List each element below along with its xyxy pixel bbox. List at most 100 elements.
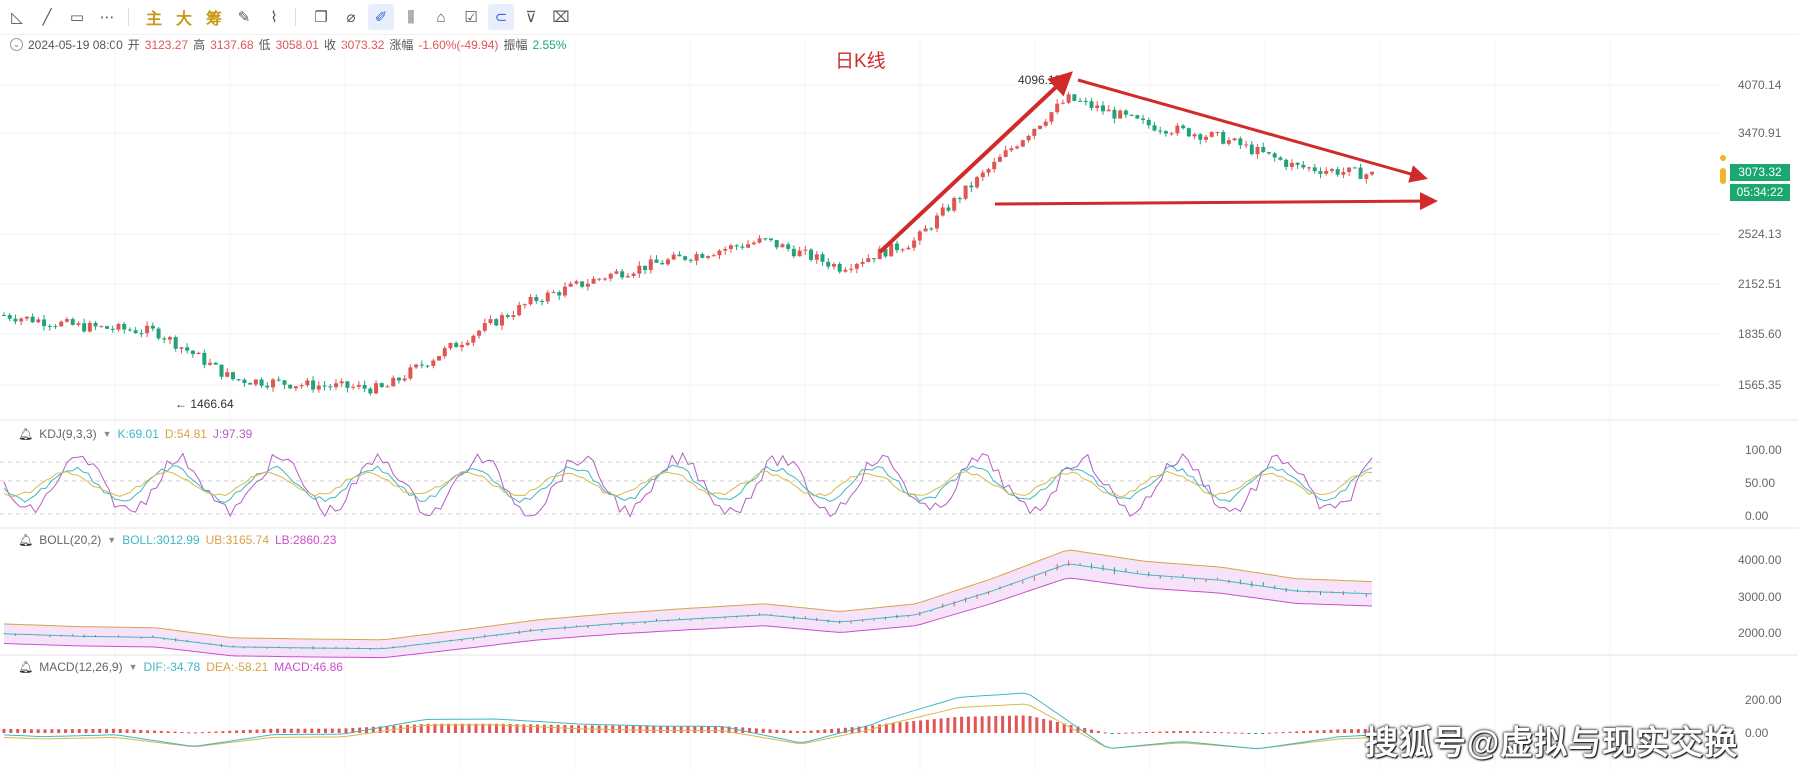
ruler-icon[interactable]: ⌀ — [346, 9, 356, 26]
candle-body — [963, 185, 968, 199]
candle-body — [574, 281, 579, 284]
candle-body — [1152, 125, 1157, 131]
brush-icon[interactable]: ⌇ — [270, 9, 278, 26]
lock-icon[interactable]: ⌂ — [436, 8, 446, 26]
macd-histogram-bar — [1206, 731, 1210, 733]
candle-body — [248, 383, 253, 385]
bell-icon[interactable]: 🔔︎ — [18, 427, 34, 441]
candle-body — [339, 381, 344, 384]
candle-body — [87, 322, 92, 332]
bell-icon[interactable]: 🔔︎ — [18, 660, 34, 674]
macd-histogram-bar — [1110, 733, 1114, 734]
candle-body — [1318, 171, 1323, 174]
candle-body — [53, 326, 58, 328]
candle-body — [1329, 169, 1334, 171]
macd-histogram-bar — [1083, 728, 1087, 733]
candle-body — [1181, 125, 1186, 129]
macd-histogram-bar — [207, 731, 211, 733]
draw-pen-icon[interactable]: ✐ — [368, 4, 394, 30]
macd-histogram-bar — [843, 727, 847, 733]
candle-body — [694, 254, 699, 261]
macd-histogram-bar — [214, 731, 218, 733]
candle-body — [1106, 109, 1111, 112]
rectangle-tool-icon[interactable]: ▭ — [69, 9, 85, 26]
uptrend-arrow — [878, 71, 1073, 254]
candle-body — [1324, 170, 1329, 174]
close-label: 收 — [323, 38, 336, 52]
candle-body — [517, 305, 522, 316]
candle-body — [1249, 144, 1254, 155]
macd-histogram-bar — [898, 722, 902, 733]
big-order-button[interactable]: 大 — [175, 11, 192, 28]
macd-histogram-bar — [645, 725, 649, 733]
main-force-button[interactable]: 主 — [145, 11, 162, 28]
macd-name: MACD(12,26,9) — [39, 660, 123, 674]
macd-histogram-bar — [105, 728, 109, 733]
collapse-icon[interactable]: ⌄ — [10, 38, 23, 51]
toolbar-divider — [128, 8, 129, 26]
amplitude-label: 振幅 — [503, 38, 528, 52]
macd-histogram-bar — [371, 726, 375, 733]
macd-histogram-bar — [1322, 730, 1326, 733]
chips-button[interactable]: 筹 — [205, 11, 222, 28]
price-axis-label: 2152.51 — [1738, 277, 1782, 291]
kdj-dropdown-icon[interactable]: ▼ — [102, 429, 112, 439]
filter-icon[interactable]: ⊽ — [525, 9, 537, 26]
macd-histogram-bar — [98, 728, 102, 733]
candle-body — [448, 343, 453, 349]
candle-body — [1066, 94, 1071, 103]
candle-body — [1370, 171, 1374, 175]
macd-dropdown-icon[interactable]: ▼ — [128, 662, 138, 672]
candle-body — [276, 379, 281, 381]
candle-body — [654, 259, 659, 263]
macd-histogram-bar — [16, 729, 20, 733]
boll-mid: BOLL:3012.99 — [122, 533, 200, 547]
edit-icon[interactable]: ✎ — [237, 9, 251, 26]
trash-icon[interactable]: ⌧ — [552, 9, 570, 26]
boll-upper-line — [3, 549, 1373, 641]
macd-histogram-bar — [754, 728, 758, 733]
macd-histogram-bar — [836, 728, 840, 733]
macd-histogram-bar — [1363, 728, 1367, 733]
macd-histogram-bar — [1370, 728, 1374, 733]
candle-body — [837, 263, 842, 272]
macd-histogram-bar — [638, 725, 642, 733]
macd-histogram-bar — [426, 723, 430, 733]
candle-body — [854, 263, 859, 269]
settings-edit-icon[interactable]: ☑ — [464, 9, 478, 26]
candle-body — [711, 255, 716, 257]
macd-histogram-bar — [146, 730, 150, 733]
candle-body — [1135, 115, 1140, 119]
candle-body — [906, 247, 911, 250]
copy-icon[interactable]: ❐ — [314, 9, 328, 26]
line-tool-icon[interactable]: ╱ — [42, 9, 52, 26]
candle-body — [99, 326, 104, 328]
macd-histogram-bar — [23, 729, 27, 733]
candle-icon[interactable]: ⫼ — [407, 8, 415, 26]
candle-body — [105, 326, 110, 329]
more-tools-icon[interactable]: ⋯ — [99, 9, 115, 26]
macd-histogram-bar — [77, 729, 81, 733]
macd-histogram-bar — [891, 723, 895, 733]
candle-body — [1358, 167, 1363, 179]
macd-histogram-bar — [905, 721, 909, 733]
macd-histogram-bar — [816, 730, 820, 733]
candle-body — [242, 379, 247, 384]
candle-body — [522, 304, 527, 306]
segment-tool-icon[interactable]: ◺ — [11, 9, 23, 26]
candle-body — [47, 326, 52, 328]
macd-histogram-bar — [919, 720, 923, 733]
macd-histogram-bar — [1131, 732, 1135, 734]
macd-histogram-bar — [994, 716, 998, 733]
candle-body — [64, 319, 69, 322]
candle-body — [299, 385, 304, 387]
bell-icon[interactable]: 🔔︎ — [18, 533, 34, 547]
candle-body — [1038, 125, 1043, 129]
candle-body — [665, 259, 670, 265]
magnet-icon[interactable]: ⊂ — [488, 4, 514, 30]
macd-histogram-bar — [344, 728, 348, 733]
boll-dropdown-icon[interactable]: ▼ — [107, 535, 117, 545]
high-marker-label: 4096.15 — [1018, 73, 1062, 87]
macd-histogram-bar — [29, 729, 33, 733]
